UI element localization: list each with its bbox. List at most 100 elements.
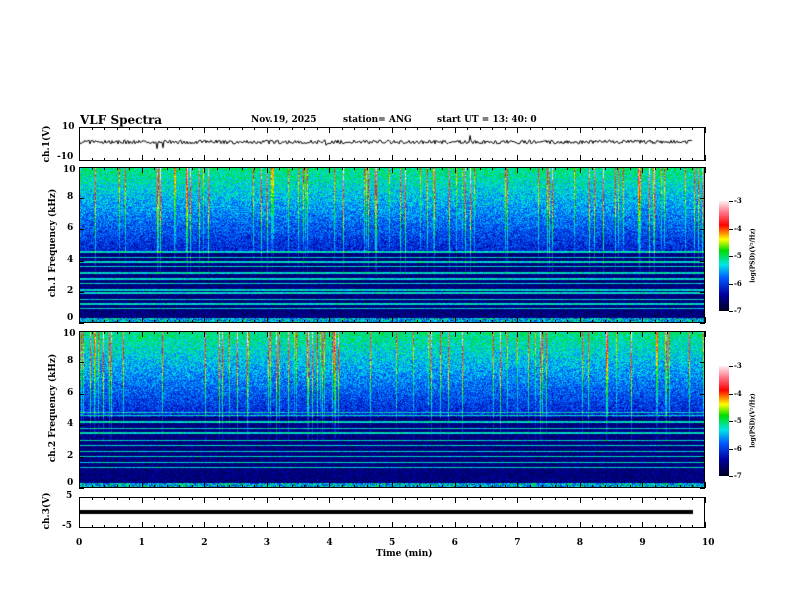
x-tick	[504, 525, 506, 528]
x-tick	[366, 497, 368, 500]
x-tick	[379, 497, 381, 500]
x-tick	[129, 320, 131, 323]
y-tick-label: 10	[63, 329, 76, 339]
x-tick	[216, 127, 218, 130]
x-tick	[679, 331, 681, 334]
x-tick	[554, 497, 556, 500]
ch1-colorbar	[719, 201, 729, 311]
x-tick	[617, 497, 619, 500]
x-tick	[629, 525, 631, 528]
x-tick	[529, 320, 531, 323]
x-tick-label: 1	[138, 538, 145, 548]
y-tick	[79, 456, 84, 458]
x-tick	[379, 320, 381, 323]
x-tick	[567, 320, 569, 323]
x-tick	[479, 331, 481, 334]
y-tick	[79, 323, 84, 324]
x-tick	[504, 485, 506, 488]
x-tick	[179, 497, 181, 500]
x-tick	[91, 158, 93, 161]
y-tick	[700, 393, 705, 395]
x-tick	[454, 331, 456, 337]
x-tick	[154, 320, 156, 323]
colorbar-tick-label: -5	[734, 251, 742, 260]
x-tick	[517, 331, 519, 337]
x-tick	[204, 317, 206, 323]
x-tick	[279, 158, 281, 161]
x-tick	[579, 127, 581, 133]
x-tick	[141, 331, 143, 337]
x-tick	[454, 155, 456, 161]
x-tick	[191, 497, 193, 500]
x-tick	[254, 497, 256, 500]
x-tick	[642, 497, 644, 503]
x-tick	[492, 167, 494, 170]
x-tick	[329, 482, 331, 488]
x-tick	[379, 127, 381, 130]
x-tick	[354, 320, 356, 323]
x-tick	[266, 317, 268, 323]
ch1-spectrogram-frame	[79, 167, 705, 323]
x-tick	[404, 320, 406, 323]
x-tick	[504, 320, 506, 323]
x-tick	[692, 167, 694, 170]
x-tick	[179, 127, 181, 130]
x-tick	[554, 127, 556, 130]
x-tick	[417, 158, 419, 161]
station-label: station= ANG	[343, 115, 412, 125]
x-tick	[442, 497, 444, 500]
x-tick	[304, 320, 306, 323]
colorbar-tick	[729, 448, 733, 450]
x-tick	[191, 127, 193, 130]
x-tick	[166, 525, 168, 528]
x-tick	[592, 158, 594, 161]
x-tick	[354, 158, 356, 161]
x-tick	[366, 485, 368, 488]
x-tick	[479, 485, 481, 488]
y-tick	[700, 362, 705, 364]
x-tick	[629, 167, 631, 170]
x-tick	[279, 331, 281, 334]
y-tick	[79, 393, 84, 395]
x-tick	[279, 320, 281, 323]
x-tick	[329, 331, 331, 337]
x-tick	[404, 127, 406, 130]
y-tick	[79, 167, 84, 168]
x-tick	[316, 485, 318, 488]
x-tick	[679, 127, 681, 130]
y-tick-label: 6	[67, 223, 74, 233]
x-tick	[417, 127, 419, 130]
x-tick	[279, 497, 281, 500]
x-tick	[617, 331, 619, 334]
x-tick	[442, 167, 444, 170]
x-tick	[404, 331, 406, 334]
x-tick	[604, 158, 606, 161]
x-tick	[417, 497, 419, 500]
x-tick	[129, 158, 131, 161]
x-tick	[429, 525, 431, 528]
y-tick	[79, 331, 84, 332]
x-tick	[705, 127, 706, 133]
x-tick	[429, 497, 431, 500]
x-tick	[204, 127, 206, 133]
x-tick	[392, 522, 393, 528]
x-tick	[492, 525, 494, 528]
x-tick	[179, 158, 181, 161]
x-tick	[454, 522, 456, 528]
x-tick	[254, 167, 256, 170]
x-tick	[291, 485, 293, 488]
x-tick	[567, 525, 569, 528]
x-tick	[279, 127, 281, 130]
x-tick	[316, 331, 318, 334]
x-tick	[504, 331, 506, 334]
x-tick	[454, 497, 456, 503]
y-tick-label: 5	[66, 491, 73, 501]
x-tick	[366, 331, 368, 334]
ch2-spectrogram-frame	[79, 331, 705, 488]
x-tick	[304, 485, 306, 488]
x-tick	[329, 497, 331, 503]
x-tick	[116, 485, 118, 488]
x-tick	[104, 127, 106, 130]
x-tick	[467, 158, 469, 161]
y-tick-label: 0	[67, 478, 74, 488]
